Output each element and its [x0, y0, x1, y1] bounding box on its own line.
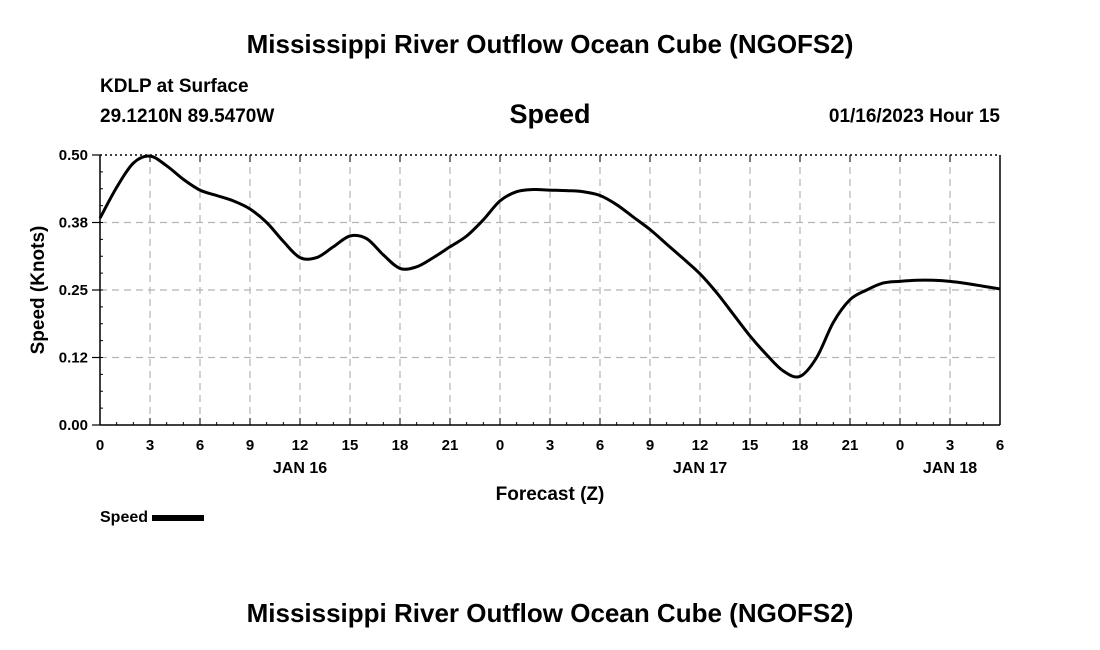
legend-label: Speed [100, 509, 149, 526]
y-tick-label: 0.25 [59, 282, 88, 299]
x-tick-label: 0 [896, 437, 904, 454]
x-tick-label: 6 [196, 437, 204, 454]
y-tick-label: 0.00 [59, 417, 88, 434]
x-tick-label: 0 [496, 437, 504, 454]
y-tick-label: 0.38 [59, 215, 88, 232]
x-axis-label: Forecast (Z) [496, 484, 605, 505]
footer-title: Mississippi River Outflow Ocean Cube (NG… [246, 598, 854, 628]
y-tick-label: 0.50 [59, 147, 88, 164]
x-tick-label: 15 [742, 437, 759, 454]
x-tick-label: 12 [292, 437, 309, 454]
x-tick-label: 9 [246, 437, 254, 454]
station-label: KDLP at Surface [100, 76, 249, 97]
x-tick-label: 18 [392, 437, 409, 454]
x-tick-label: 15 [342, 437, 359, 454]
day-label: JAN 17 [673, 460, 727, 477]
y-axis-label: Speed (Knots) [28, 226, 49, 355]
x-tick-label: 21 [842, 437, 859, 454]
x-tick-label: 12 [692, 437, 709, 454]
series-line-speed [98, 154, 1001, 379]
page-title: Mississippi River Outflow Ocean Cube (NG… [246, 29, 854, 59]
legend-swatch [152, 515, 205, 521]
x-tick-label: 21 [442, 437, 459, 454]
x-tick-label: 3 [146, 437, 154, 454]
x-tick-label: 0 [96, 437, 104, 454]
day-label: JAN 18 [923, 460, 977, 477]
coordinates-label: 29.1210N 89.5470W [100, 106, 275, 127]
chart-title: Speed [509, 99, 591, 129]
x-tick-label: 3 [546, 437, 554, 454]
x-tick-label: 18 [792, 437, 809, 454]
legend: Speed [100, 509, 205, 527]
x-tick-label: 9 [646, 437, 654, 454]
x-tick-label: 6 [596, 437, 604, 454]
day-label: JAN 16 [273, 460, 327, 477]
y-tick-label: 0.12 [59, 350, 88, 367]
x-tick-label: 3 [946, 437, 954, 454]
timestamp-label: 01/16/2023 Hour 15 [828, 106, 1000, 127]
x-tick-label: 6 [996, 437, 1004, 454]
